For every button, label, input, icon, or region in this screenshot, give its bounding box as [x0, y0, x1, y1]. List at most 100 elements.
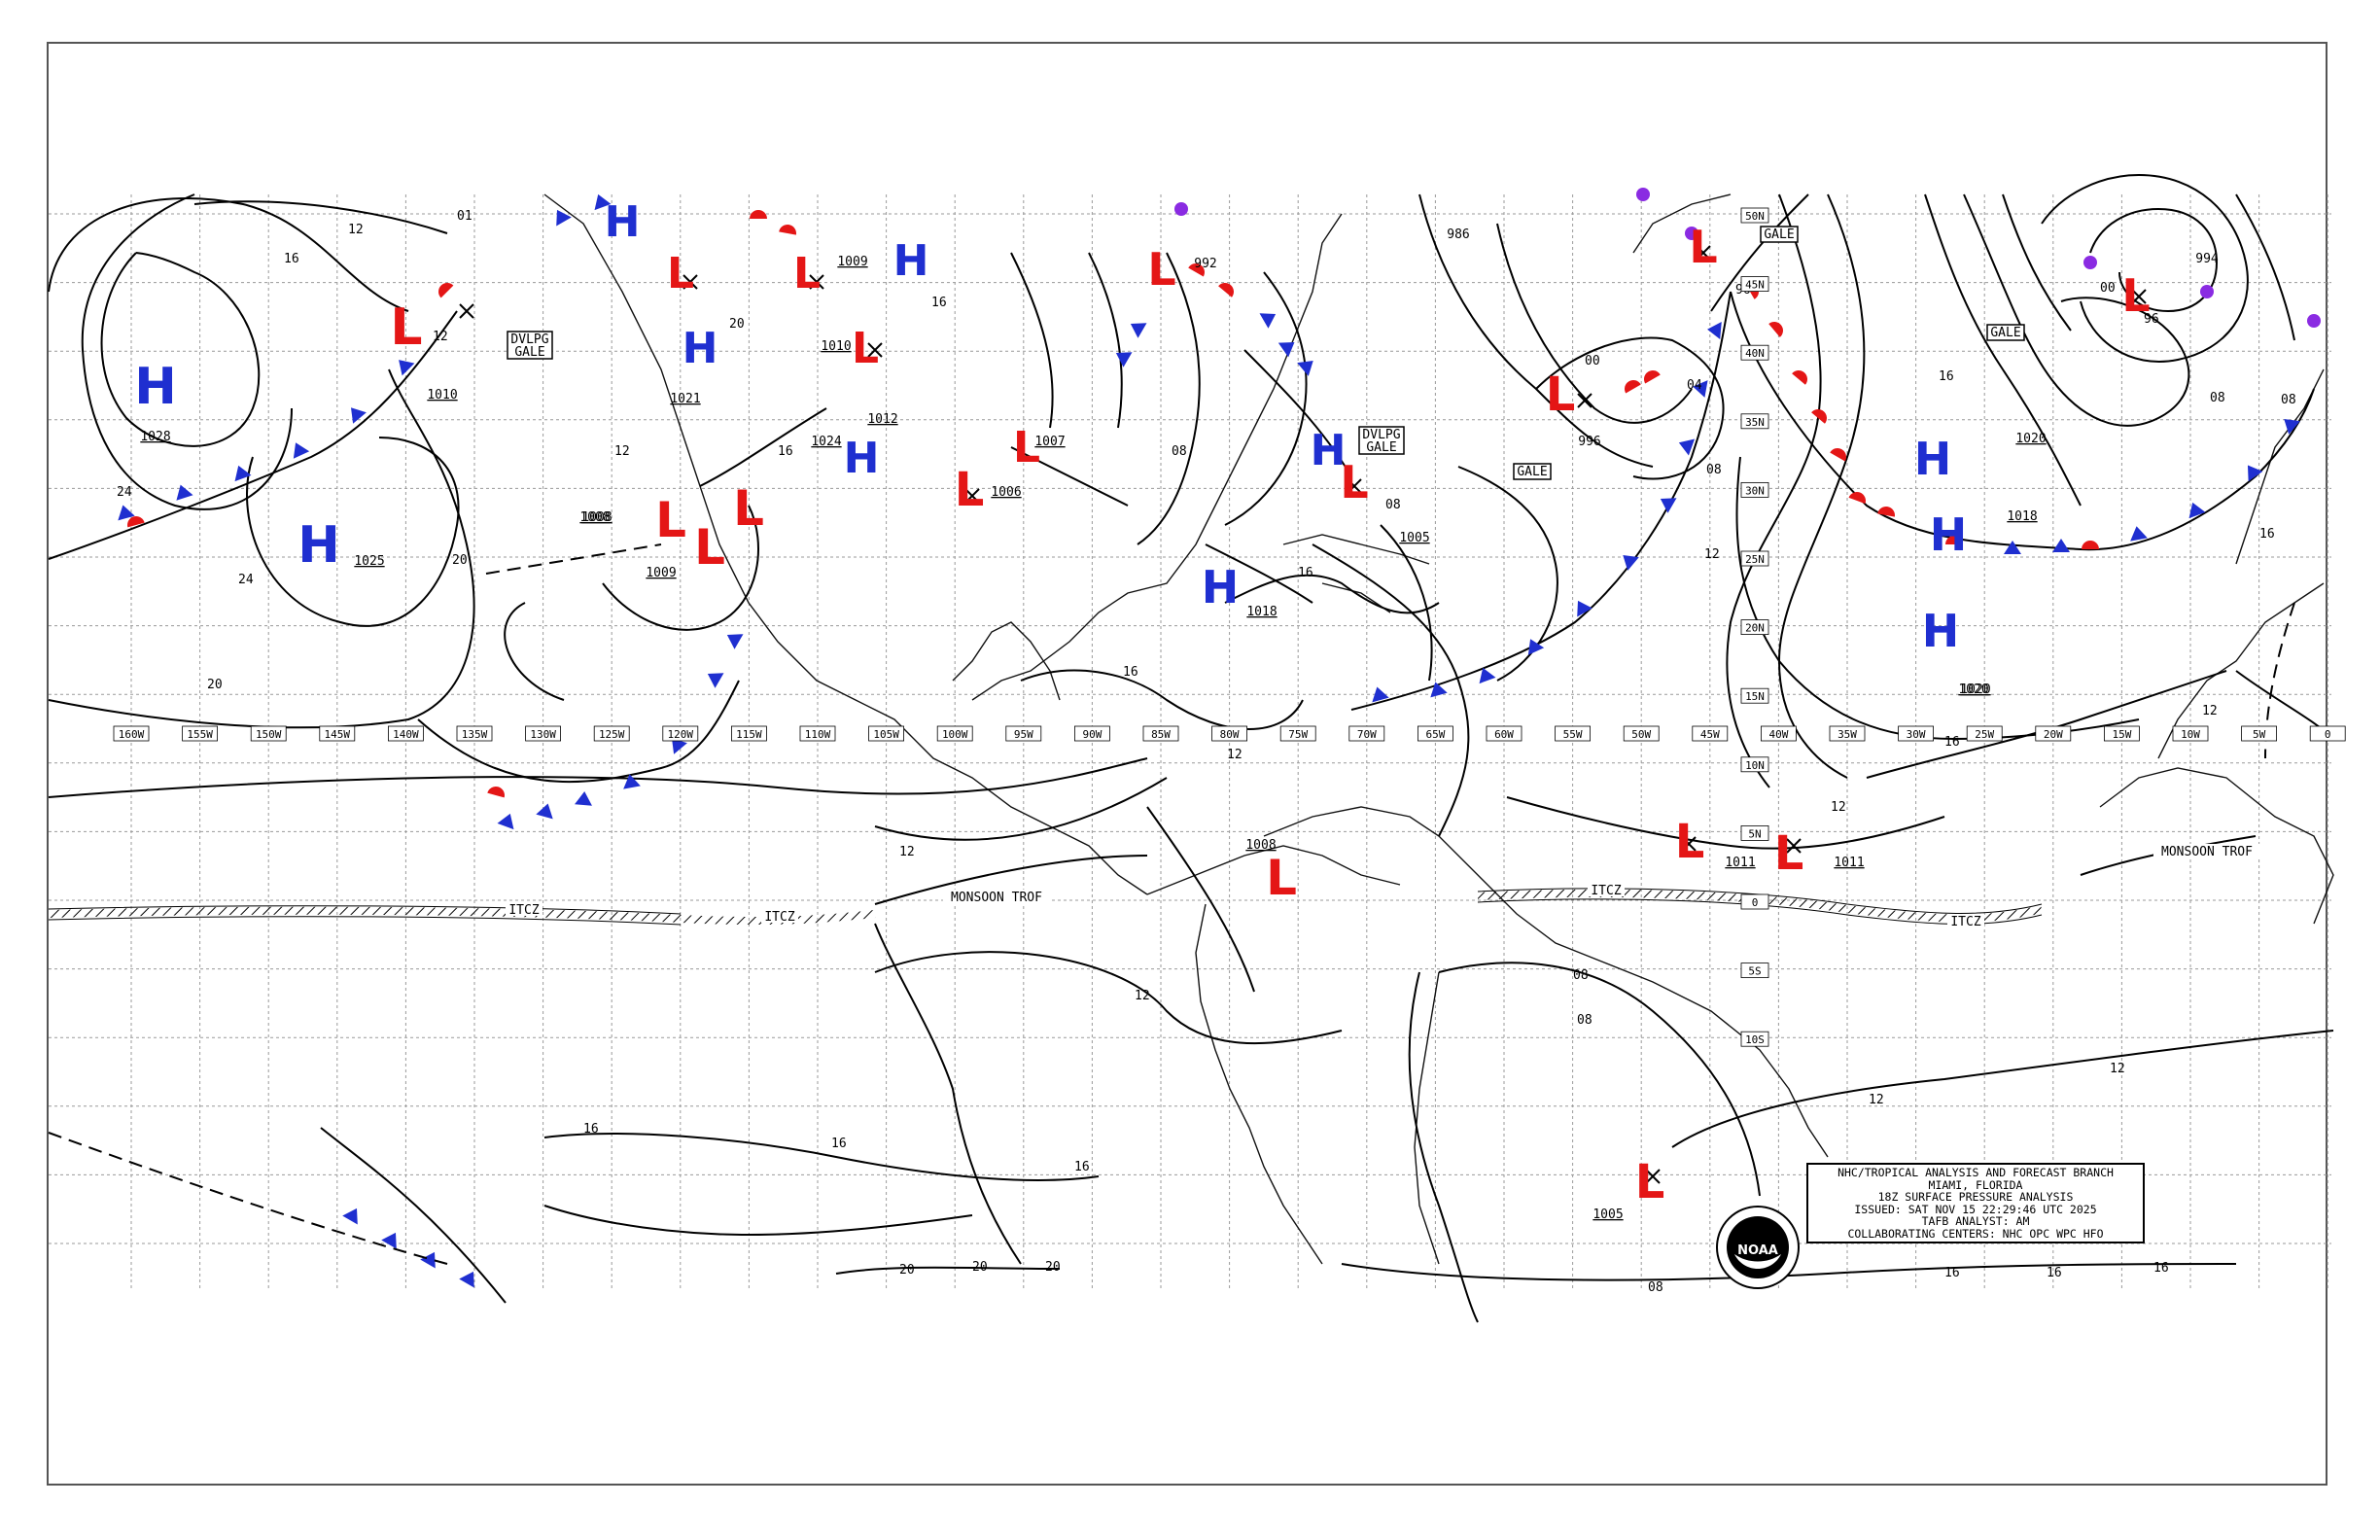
warm-front-semicircle	[127, 516, 145, 528]
cold-front-triangle	[176, 484, 193, 501]
svg-text:12: 12	[2202, 704, 2218, 718]
svg-text:16: 16	[831, 1137, 847, 1151]
low-centers: L L 1009 L L 1010 L 1008 L L L 1006 L 10…	[390, 221, 2218, 1222]
svg-text:96: 96	[2144, 312, 2159, 327]
latitude-label: 5N	[1748, 827, 1761, 840]
warm-front-semicircle	[1768, 322, 1783, 337]
svg-text:04: 04	[1687, 378, 1702, 393]
longitude-label: 80W	[1220, 728, 1240, 741]
svg-text:12: 12	[433, 330, 448, 344]
longitude-label: 0	[2325, 728, 2331, 741]
warm-front-semicircle	[1848, 492, 1866, 505]
longitude-label-box	[387, 725, 424, 742]
warm-front-semicircle	[1644, 370, 1661, 384]
svg-text:L: L	[667, 249, 694, 298]
latitude-label-box	[1740, 344, 1769, 361]
svg-text:ITCZ: ITCZ	[764, 910, 794, 925]
info-centers: COLLABORATING CENTERS: NHC OPC WPC HFO	[1847, 1226, 2104, 1241]
svg-text:16: 16	[931, 296, 947, 310]
longitude-label: 75W	[1288, 728, 1308, 741]
svg-text:12: 12	[1227, 748, 1242, 762]
longitude-label-box	[2035, 725, 2072, 742]
cold-front-triangle	[234, 465, 252, 482]
low-center-marker	[1577, 393, 1592, 408]
svg-text:L: L	[733, 480, 764, 537]
svg-text:12: 12	[1704, 547, 1720, 562]
high-center-symbol: H	[1922, 605, 1960, 657]
svg-text:L: L	[1013, 423, 1040, 472]
longitude-label: 125W	[599, 728, 625, 741]
high-center-symbol: H	[298, 516, 340, 575]
longitude-label-box	[1211, 725, 1247, 742]
warm-front-semicircle	[1625, 380, 1641, 394]
feature-labels: ITCZ ITCZ MONSOON TROF ITCZ ITCZ MONSOON…	[506, 844, 2260, 929]
longitude-label: 55W	[1563, 728, 1583, 741]
low-center-marker	[964, 488, 980, 504]
longitude-label: 25W	[1975, 728, 1994, 741]
svg-text:16: 16	[2259, 527, 2275, 542]
low-center-symbol: L	[1266, 850, 1297, 906]
longitude-label-box	[2241, 725, 2278, 742]
svg-text:1005: 1005	[1399, 531, 1429, 545]
longitude-label: 105W	[873, 728, 899, 741]
svg-text:1009: 1009	[646, 566, 676, 580]
warm-front-semicircle	[1218, 283, 1234, 298]
longitude-label-box	[1555, 725, 1591, 742]
longitude-label: 10W	[2181, 728, 2200, 741]
svg-text:GALE: GALE	[514, 345, 544, 360]
cold-front-triangle	[420, 1251, 436, 1269]
svg-text:16: 16	[2047, 1266, 2062, 1280]
svg-text:H: H	[893, 236, 929, 286]
low-center-pressure: 1009	[837, 255, 867, 269]
longitude-label-box	[731, 725, 767, 742]
latitude-label: 45N	[1745, 279, 1765, 292]
low-center-symbol: L	[390, 298, 422, 357]
cold-front-triangle	[2004, 541, 2021, 554]
cold-front-triangle	[497, 813, 514, 830]
svg-text:GALE: GALE	[1517, 465, 1547, 479]
info-issued: ISSUED: SAT NOV 15 22:29:46 UTC 2025	[1854, 1202, 2097, 1216]
warm-front-semicircle	[1877, 507, 1895, 517]
longitude-label: 115W	[736, 728, 762, 741]
map-frame	[47, 42, 2328, 1486]
extra-highs: H H H H H	[605, 197, 1952, 485]
svg-text:H: H	[605, 197, 641, 247]
cold-front-triangle	[707, 673, 724, 688]
svg-text:1012: 1012	[867, 412, 897, 427]
high-center-pressure: 1018	[1246, 605, 1277, 619]
svg-text:12: 12	[899, 845, 915, 859]
longitude-label-box	[1418, 725, 1453, 742]
svg-text:20: 20	[452, 553, 468, 568]
longitude-label-box	[1279, 725, 1316, 742]
lat-lon-grid	[49, 194, 2331, 1288]
high-center-symbol: H	[1202, 561, 1240, 613]
svg-text:ITCZ: ITCZ	[1950, 915, 1980, 929]
occluded-front-symbol	[2083, 256, 2097, 269]
analysis-info-box: NHC/TROPICAL ANALYSIS AND FORECAST BRANC…	[1806, 1163, 2145, 1243]
high-center-pressure: 1024	[811, 435, 841, 449]
occluded-front-symbol	[1636, 188, 1650, 201]
cold-front-triangle	[118, 505, 135, 521]
warm-front-semicircle	[1945, 536, 1963, 544]
cold-front-triangle	[381, 1232, 397, 1249]
occluded-front-symbol	[2200, 285, 2214, 298]
cold-front-triangle	[1660, 498, 1677, 513]
cold-front-triangle	[2130, 526, 2148, 542]
longitude-label-box	[799, 725, 836, 742]
svg-text:MONSOON TROF: MONSOON TROF	[951, 891, 1042, 905]
latitude-label-box	[1740, 550, 1769, 567]
low-center-symbol: L	[1635, 1155, 1665, 1209]
svg-text:ITCZ: ITCZ	[1591, 884, 1621, 898]
longitude-label-box	[1623, 725, 1660, 742]
svg-text:08: 08	[1648, 1280, 1663, 1295]
svg-text:16: 16	[1939, 369, 1954, 384]
cold-front-triangle	[1259, 313, 1277, 329]
svg-text:12: 12	[348, 223, 364, 237]
longitude-label-box	[1898, 725, 1934, 742]
svg-text:12: 12	[1869, 1093, 1884, 1107]
cold-front-triangle	[342, 1208, 358, 1225]
longitude-labels: 160W 155W 150W 145W 140W 135W 130W 125W 120W 115W…	[113, 725, 2346, 742]
longitude-label-box	[113, 725, 150, 742]
low-center-symbol: L	[1546, 368, 1576, 422]
cold-front-triangle	[1115, 352, 1133, 368]
